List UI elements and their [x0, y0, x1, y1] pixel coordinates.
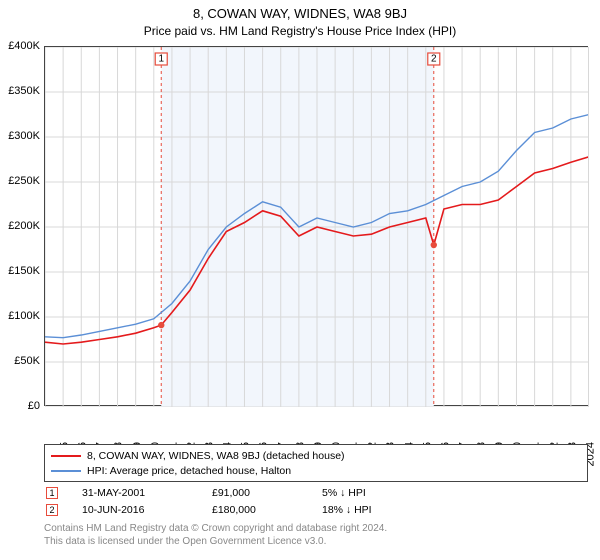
sale-marker-icon: 2: [46, 504, 58, 516]
sale-price: £180,000: [212, 504, 322, 516]
y-tick-label: £150K: [8, 265, 40, 277]
y-tick-label: £100K: [8, 310, 40, 322]
legend-label: 8, COWAN WAY, WIDNES, WA8 9BJ (detached …: [87, 450, 345, 462]
title-subtitle: Price paid vs. HM Land Registry's House …: [0, 24, 600, 38]
legend-item-property: 8, COWAN WAY, WIDNES, WA8 9BJ (detached …: [51, 448, 581, 463]
legend-swatch-icon: [51, 470, 81, 472]
footer-copyright: Contains HM Land Registry data © Crown c…: [44, 522, 588, 535]
plot-area: 12: [44, 46, 588, 406]
sale-pct: 18% ↓ HPI: [322, 504, 462, 516]
title-address: 8, COWAN WAY, WIDNES, WA8 9BJ: [0, 6, 600, 21]
footer-license: This data is licensed under the Open Gov…: [44, 535, 588, 548]
y-tick-label: £250K: [8, 175, 40, 187]
y-tick-label: £200K: [8, 220, 40, 232]
sale-pct: 5% ↓ HPI: [322, 487, 462, 499]
sale-row: 1 31-MAY-2001 £91,000 5% ↓ HPI: [44, 484, 588, 501]
legend: 8, COWAN WAY, WIDNES, WA8 9BJ (detached …: [44, 444, 588, 482]
legend-item-hpi: HPI: Average price, detached house, Halt…: [51, 463, 581, 478]
y-tick-label: £350K: [8, 85, 40, 97]
sale-date: 31-MAY-2001: [82, 487, 212, 499]
y-tick-label: £400K: [8, 40, 40, 52]
footer: Contains HM Land Registry data © Crown c…: [44, 522, 588, 548]
titles: 8, COWAN WAY, WIDNES, WA8 9BJ Price paid…: [0, 0, 600, 42]
sales-table: 1 31-MAY-2001 £91,000 5% ↓ HPI 2 10-JUN-…: [44, 484, 588, 518]
svg-text:1: 1: [158, 54, 164, 65]
chart-container: 8, COWAN WAY, WIDNES, WA8 9BJ Price paid…: [0, 0, 600, 560]
sale-date: 10-JUN-2016: [82, 504, 212, 516]
y-tick-label: £50K: [14, 355, 40, 367]
sale-row: 2 10-JUN-2016 £180,000 18% ↓ HPI: [44, 501, 588, 518]
svg-text:2: 2: [431, 54, 437, 65]
legend-label: HPI: Average price, detached house, Halt…: [87, 465, 291, 477]
legend-swatch-icon: [51, 455, 81, 457]
y-tick-label: £0: [28, 400, 40, 412]
y-tick-label: £300K: [8, 130, 40, 142]
chart-svg: 12: [45, 47, 589, 407]
sale-price: £91,000: [212, 487, 322, 499]
sale-marker-icon: 1: [46, 487, 58, 499]
